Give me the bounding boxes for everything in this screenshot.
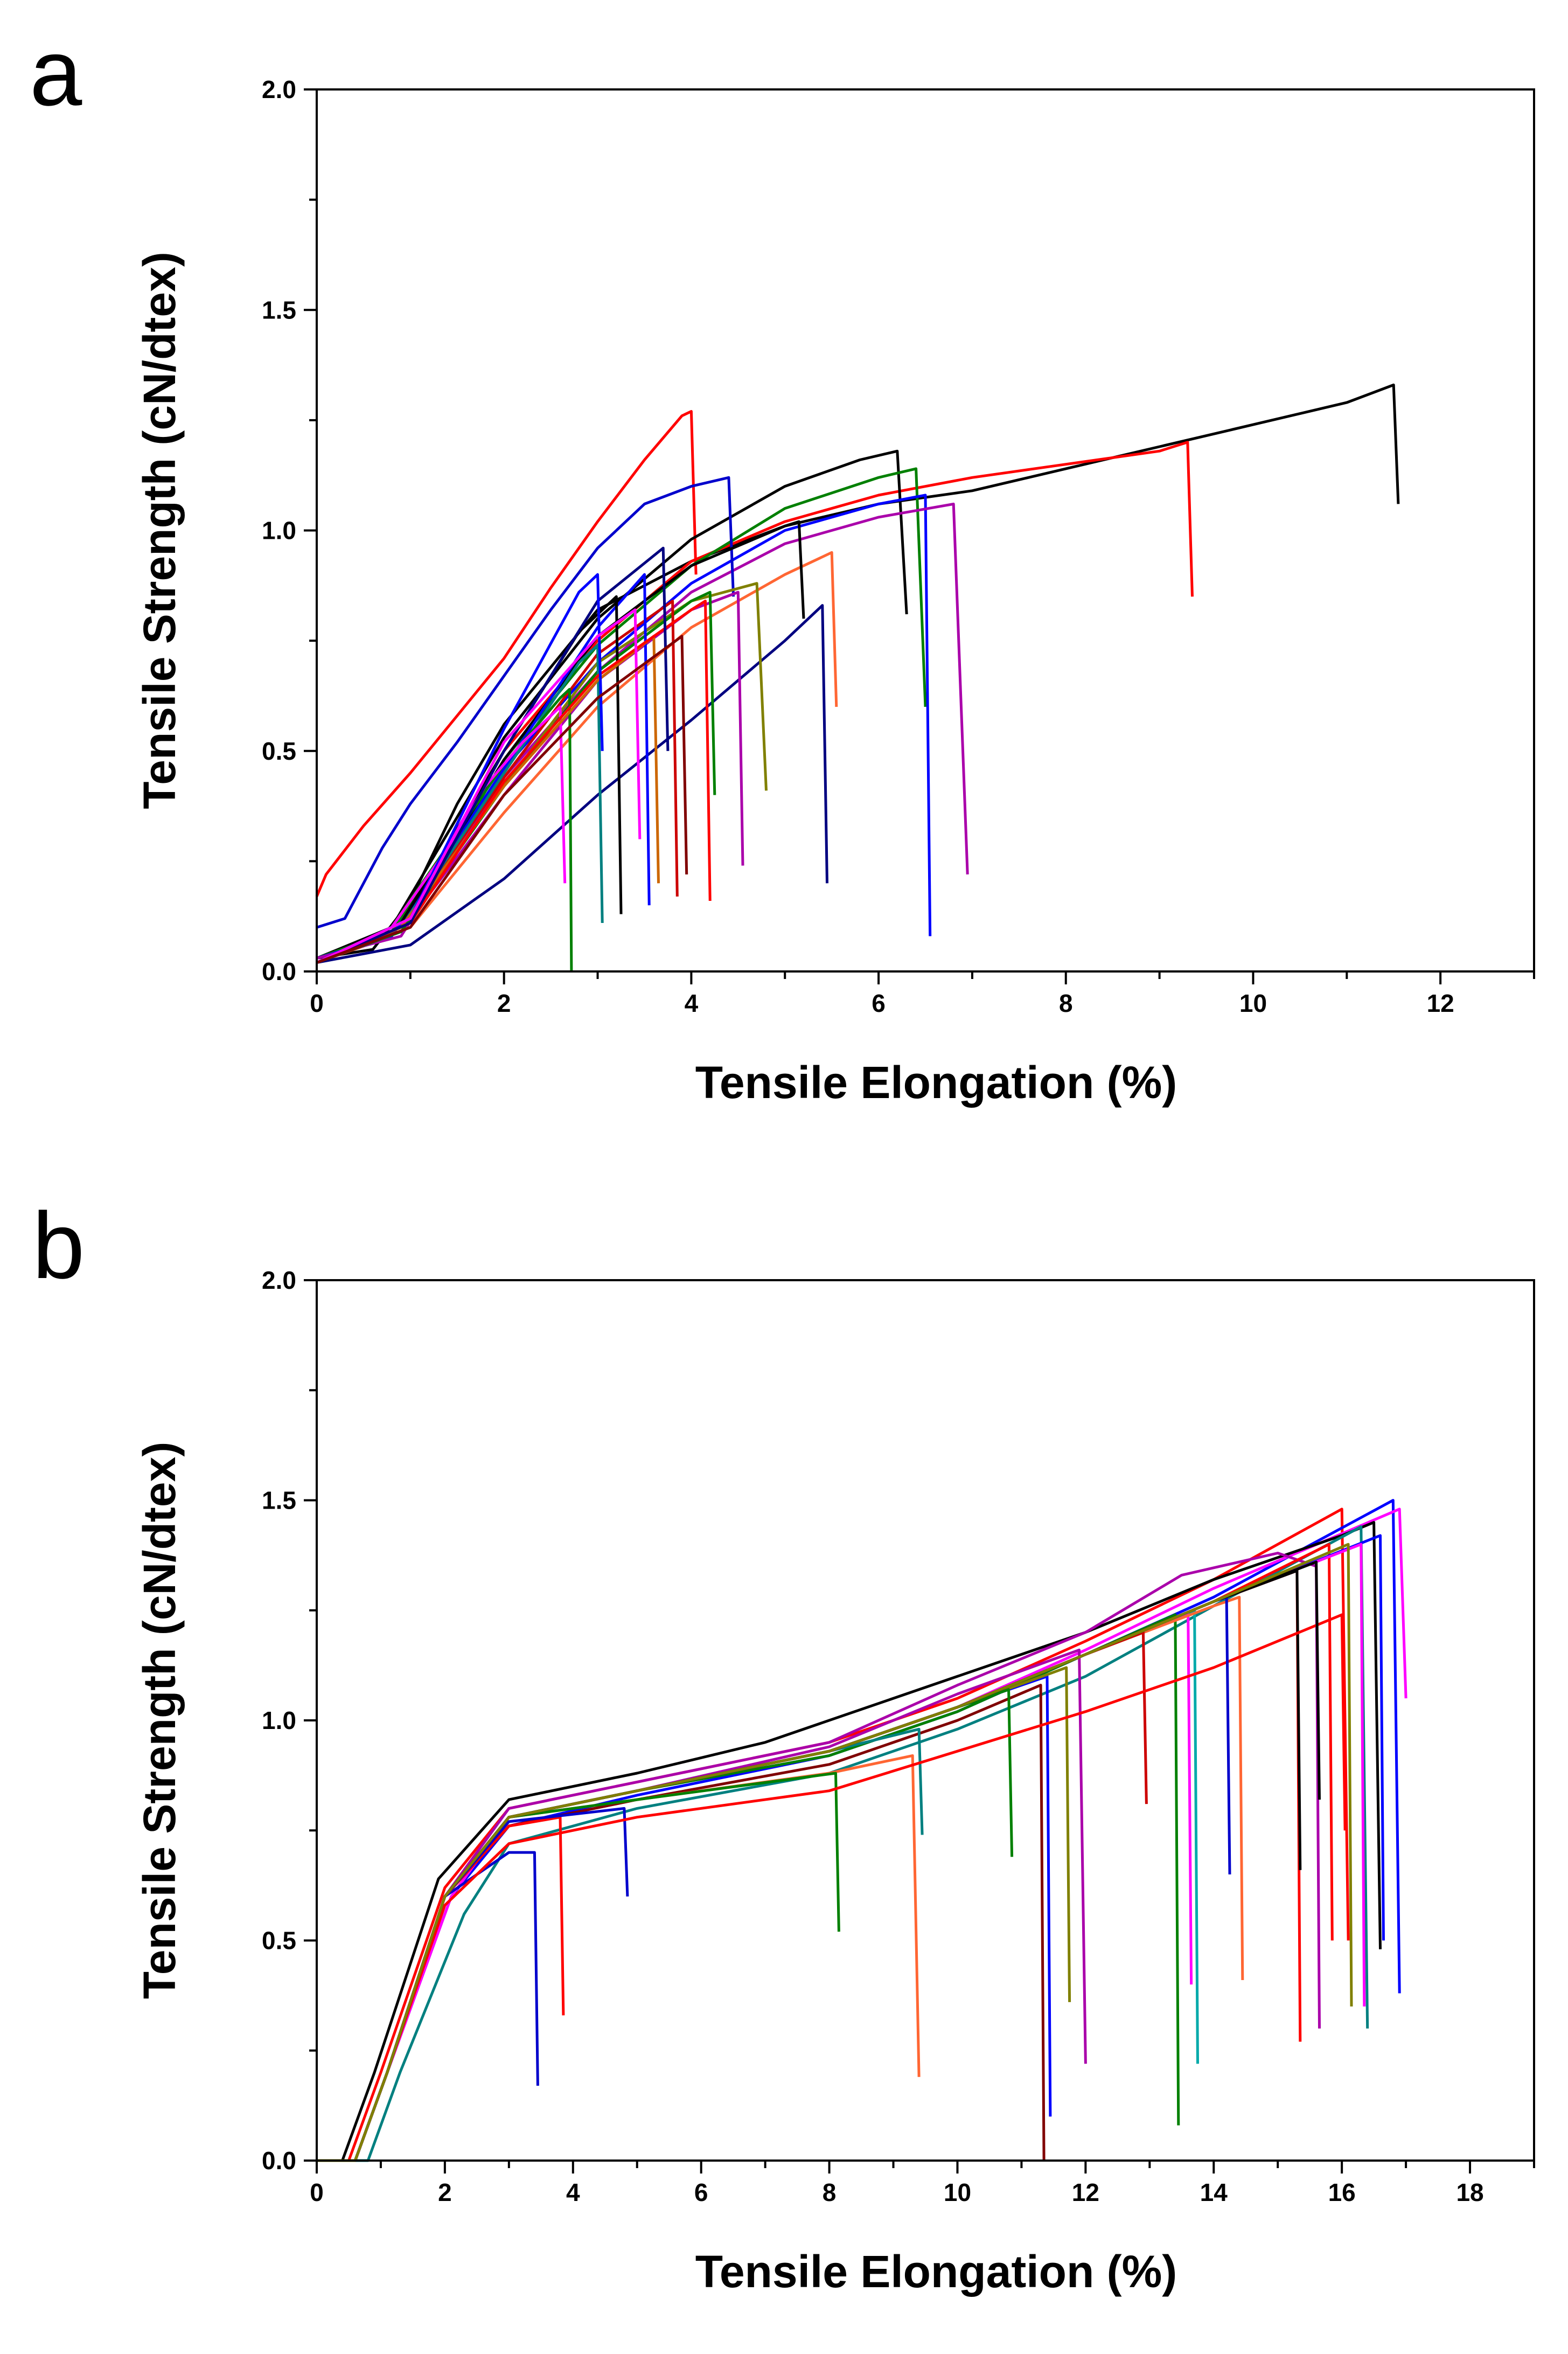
series-line-b2 [317, 1499, 1401, 2162]
x-tick-label: 12 [1427, 989, 1454, 1017]
series-line-a13 [316, 591, 744, 964]
x-tick-label: 8 [1059, 989, 1073, 1017]
y-tick-label: 2.0 [262, 1266, 296, 1294]
series-line-a18 [316, 643, 604, 964]
x-tick-label: 2 [497, 989, 511, 1017]
y-tick-label: 1.5 [262, 296, 296, 324]
series-line-b5 [317, 1525, 1369, 2162]
panel-a: a 0 2 4 6 8 10 12 0.0 0.5 1.0 1.5 2.0 Tensile Elonga… [30, 20, 1535, 1108]
y-tick-label: 2.0 [262, 75, 296, 103]
series-line-b17 [317, 1613, 1193, 2162]
series-line-a24 [316, 573, 604, 964]
y-tick-label: 0.0 [262, 957, 296, 985]
x-tick-label: 10 [1239, 989, 1267, 1017]
x-tick-label: 4 [685, 989, 699, 1017]
x-tick-label: 6 [872, 989, 886, 1017]
x-axis-label: Tensile Elongation (%) [695, 2246, 1177, 2297]
y-tick-label: 1.0 [262, 517, 296, 545]
series-line-a4 [316, 449, 908, 960]
series-line-a17 [316, 595, 623, 964]
series-line-a2 [316, 383, 1400, 960]
series-line-b9 [317, 1754, 921, 2162]
x-tick-label: 8 [823, 2178, 837, 2206]
y-axis-label: Tensile Strength (cN/dtex) [134, 252, 185, 809]
series-group [317, 1499, 1407, 2162]
x-tick-label: 6 [694, 2178, 708, 2206]
series-line-a25 [316, 608, 642, 964]
series-group [315, 383, 1400, 972]
series-line-b4 [317, 1520, 1382, 2162]
series-line-a1 [315, 410, 698, 897]
panel-b: b 0 2 4 6 8 10 12 14 16 18 0.0 0.5 1.0 1.5 2.0 Tensile … [0, 1177, 1568, 2354]
y-tick-label: 0.5 [262, 737, 296, 765]
series-line-b12 [317, 1816, 565, 2162]
series-line-b20 [317, 1552, 1321, 2162]
series-line-a9 [316, 604, 828, 964]
series-line-a12 [316, 582, 768, 964]
x-tick-label: 0 [310, 2178, 324, 2206]
y-tick-label: 1.5 [262, 1487, 296, 1515]
series-line-b26 [317, 1688, 1014, 2162]
series-line-b18 [317, 1595, 1244, 2162]
x-tick-label: 12 [1072, 2178, 1099, 2206]
series-line-b10 [317, 1648, 1087, 2162]
series-line-b6 [317, 1684, 1046, 2162]
x-tick-label: 2 [438, 2178, 452, 2206]
series-line-b22 [317, 1543, 1334, 2162]
panel-label: a [30, 20, 82, 126]
chart-b-svg: 0 2 4 6 8 10 12 14 16 18 0.0 0.5 1.0 1.5 2.0 Tensile El… [134, 1266, 1535, 2297]
series-line-b15 [317, 1666, 1071, 2162]
series-line-a8 [316, 476, 735, 929]
plot-frame [316, 1279, 1535, 2162]
x-tick-label: 14 [1200, 2178, 1228, 2206]
series-line-b31 [317, 1543, 1353, 2162]
series-line-b14 [317, 1772, 840, 2162]
series-line-a3 [316, 441, 1194, 964]
series-line-a23 [316, 546, 670, 964]
x-axis-label: Tensile Elongation (%) [695, 1057, 1177, 1108]
x-tick-label: 0 [310, 989, 324, 1017]
chart-a-svg: 0 2 4 6 8 10 12 0.0 0.5 1.0 1.5 2.0 Tensile Elongati… [134, 75, 1535, 1108]
x-tick-label: 4 [566, 2178, 580, 2206]
y-tick-label: 0.5 [262, 1927, 296, 1955]
x-tick-label: 10 [944, 2178, 971, 2206]
series-line-a26 [316, 635, 688, 964]
y-axis-label: Tensile Strength (cN/dtex) [134, 1442, 185, 1999]
x-tick-label: 18 [1456, 2178, 1483, 2206]
series-line-a6 [316, 494, 932, 960]
y-tick-label: 0.0 [262, 2147, 296, 2175]
x-tick-label: 16 [1328, 2178, 1356, 2206]
panel-label: b [32, 1193, 85, 1298]
y-tick-label: 1.0 [262, 1706, 296, 1734]
